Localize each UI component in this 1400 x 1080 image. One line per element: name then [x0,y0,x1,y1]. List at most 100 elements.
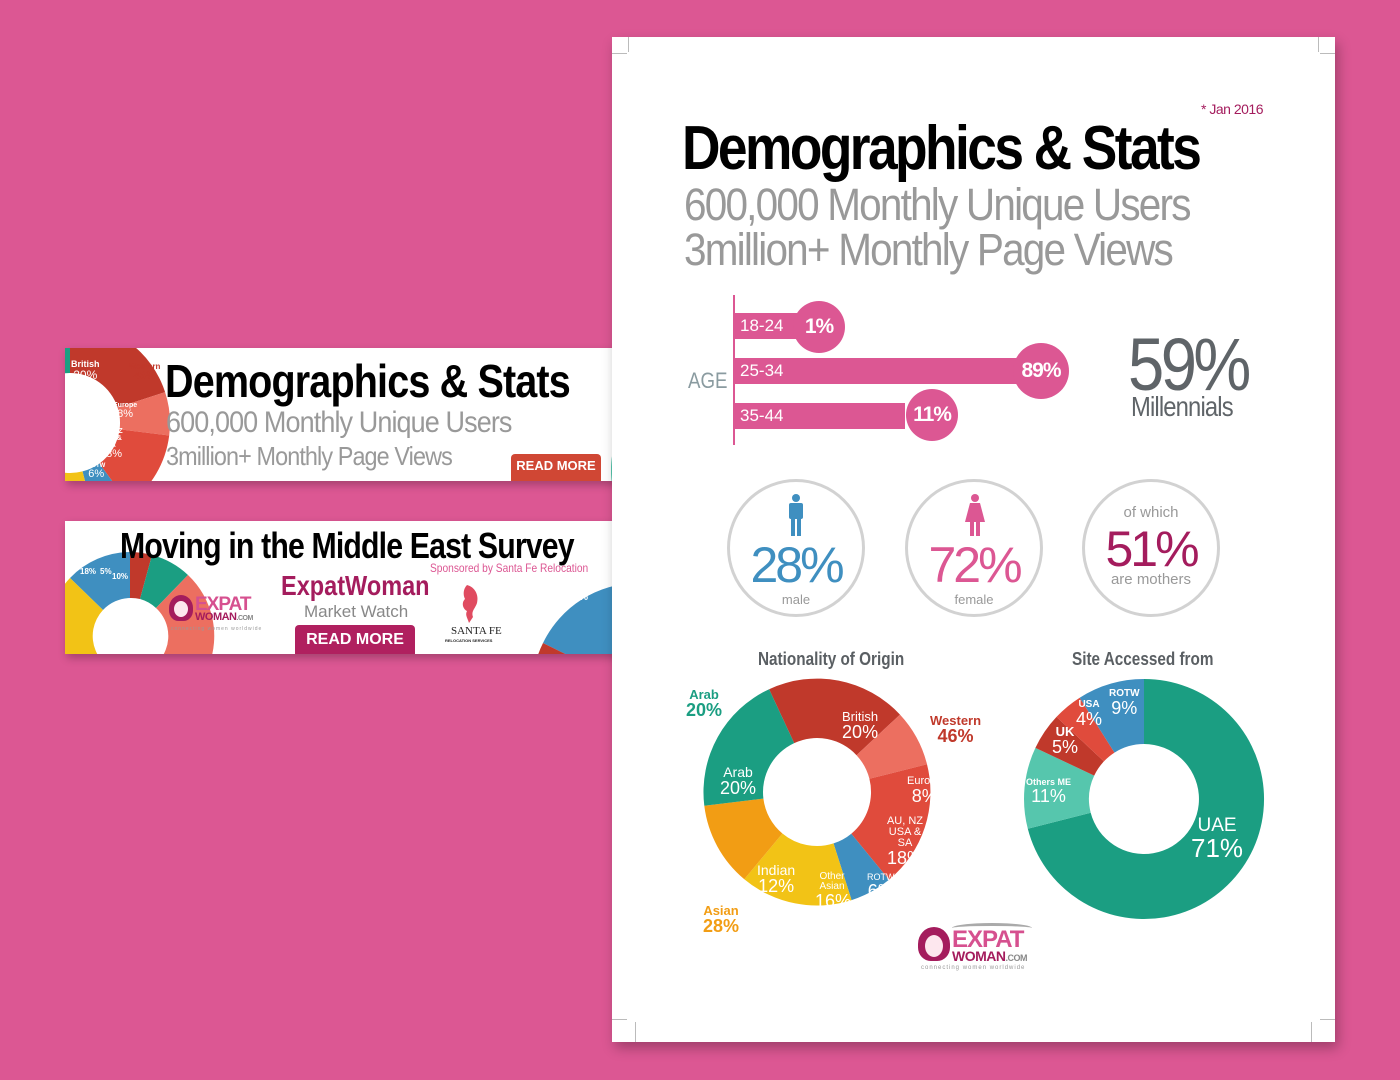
poster-users-line: 600,000 Monthly Unique Users [684,179,1191,230]
mothers-percent: 51% [1105,521,1199,577]
nationality-donut-chart [703,678,931,906]
survey-title: Moving in the Middle East Survey [120,525,575,566]
age-bar-35-44: 35-44 [735,403,905,429]
read-more-button[interactable]: READ MORE [511,454,601,481]
other-asian-value: 16% [815,891,852,911]
western-total-value: 46% [937,726,974,746]
santa-fe-name: Santa Fe [451,625,502,637]
europe-value: 8% [117,408,134,420]
demographics-banner[interactable]: British 20% Western 46% Europe 8% AU, NZ US… [65,348,667,481]
au-value: 18% [99,448,123,460]
expatwoman-logo-small: EXPAT WOMAN.COM connecting women worldwi… [169,594,269,635]
survey-right-value-1: 25% [568,592,589,603]
western-value: 46% [133,370,156,382]
banner-title: Demographics & Stats [165,355,571,407]
rotw-label: ROTW [87,463,106,469]
female-label: female [954,592,994,607]
mothers-label: are mothers [1110,571,1192,588]
sponsor-text: Sponsored by Santa Fe Relocation [430,561,589,575]
arab-label: Arab [723,764,753,780]
banner-views-line: 3million+ Monthly Page Views [166,441,453,471]
survey-value-4: 30% [136,635,153,644]
british-value: 20% [73,368,98,382]
british-value: 20% [842,722,879,742]
au-label: AU, NZ USA & SA [99,428,123,449]
usa-label: USA [1078,699,1100,710]
others-me-label: Others ME [1026,777,1072,787]
santa-fe-horse-icon [461,585,479,623]
rotw-label: ROTW [1109,688,1140,699]
asian-total-label: Asian [703,903,739,918]
mothers-stat-circle: of which 51% are mothers [1082,479,1220,617]
age-range-label: 18-24 [740,316,784,335]
europe-label: Europe [907,775,943,787]
europe-value: 8% [911,786,938,806]
british-label: British [842,709,879,724]
uae-value: 71% [1191,833,1244,863]
nationality-mini-donut [65,348,170,481]
market-watch-label: Market Watch [304,602,409,621]
rotw-value: 9% [1111,698,1138,718]
indian-value: 12% [758,876,795,896]
age-range-label: 35-44 [740,406,784,425]
date-note: * Jan 2016 [1201,101,1263,117]
logo-woman: WOMAN.COM [195,611,253,623]
au-value: 18% [886,848,924,868]
uk-value: 5% [1052,737,1079,757]
indian-label: Indian [757,862,796,878]
logo-woman: WOMAN.COM [952,948,1027,964]
survey-read-more-button[interactable]: READ MORE [295,625,415,654]
arab-total-value: 20% [686,700,723,720]
asian-total-value: 28% [703,916,740,936]
survey-banner[interactable]: 18% 5% 10% 30% Moving in the Middle East… [65,521,667,654]
male-stat-circle: 28% male [727,479,865,617]
poster-views-line: 3million+ Monthly Page Views [684,224,1174,275]
expatwoman-logo: EXPAT WOMAN.COM connecting women worldwi… [918,923,1038,977]
age-label: AGE [688,368,728,393]
usa-value: 4% [1076,709,1103,729]
age-range-label: 25-34 [740,361,784,380]
age-value-18-24: 1% [793,301,845,353]
others-me-value: 11% [1031,786,1066,806]
logo-tagline: connecting women worldwide [171,626,263,632]
western-label: Western [129,362,161,371]
arab-total-label: Arab [689,687,719,702]
site-chart-title: Site Accessed from [1072,649,1214,669]
female-stat-circle: 72% female [905,479,1043,617]
western-total-label: Western [930,713,982,728]
site-donut-chart [1024,679,1265,919]
age-axis [733,295,735,445]
nationality-chart-title: Nationality of Origin [758,649,905,669]
of-which-label: of which [1123,504,1179,521]
uk-label: UK [1055,724,1075,739]
logo-expat: EXPAT [195,594,252,615]
expatwoman-brand: ExpatWoman [281,570,430,601]
survey-value-1: 18% [80,567,97,576]
logo-tagline: connecting women worldwide [921,965,1026,971]
logo-expat: EXPAT [952,926,1024,953]
banner-users-line: 600,000 Monthly Unique Users [166,406,512,439]
age-bar-25-34: 25-34 [735,358,1025,384]
age-value-35-44: 11% [906,389,958,441]
male-icon [789,494,803,536]
male-label: male [781,592,811,607]
rotw-label: ROTW [867,872,895,882]
santa-fe-sub: RELOCATION SERVICES [445,638,493,643]
british-label: British [71,359,100,369]
demographics-poster: * Jan 2016 Demographics & Stats 600,000 … [612,37,1335,1042]
age-value-25-34: 89% [1013,343,1069,399]
au-label: AU, NZ USA & SA [886,815,924,849]
uae-label: UAE [1197,815,1237,836]
poster-title: Demographics & Stats [682,114,1202,183]
rotw-value: 6% [867,881,894,901]
male-percent: 28% [750,537,844,593]
europe-label: Europe [113,402,138,409]
female-icon [965,494,985,536]
female-percent: 72% [928,537,1022,593]
millennials-label: Millennials [1131,391,1234,422]
survey-value-2: 5% [100,567,112,576]
rotw-value: 6% [88,468,105,480]
arab-value: 20% [720,778,757,798]
millennials-percent: 59% [1128,323,1251,406]
survey-value-3: 10% [112,572,129,581]
